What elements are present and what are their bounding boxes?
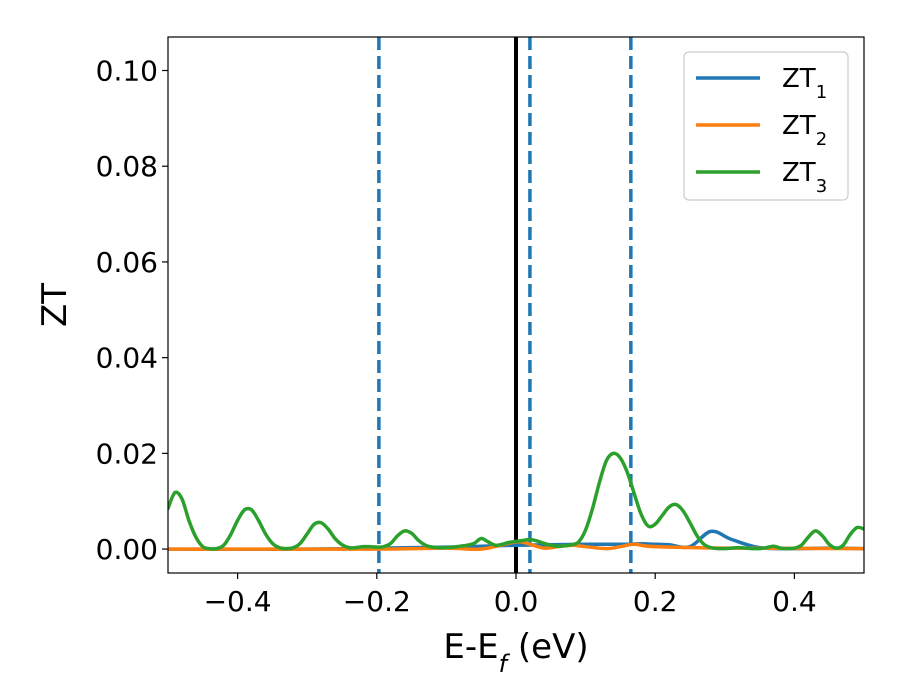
x-tick-label: 0.2 xyxy=(633,585,678,618)
y-axis: 0.00 0.02 0.04 0.06 0.08 0.10 xyxy=(96,55,168,566)
legend-label-zt1: ZT1 xyxy=(782,64,827,103)
x-tick-label: 0.4 xyxy=(772,585,817,618)
legend-label-zt3: ZT3 xyxy=(782,158,827,197)
x-axis: −0.4 −0.2 0.0 0.2 0.4 xyxy=(204,573,817,618)
legend-box xyxy=(683,51,849,201)
y-tick-label: 0.00 xyxy=(96,533,158,566)
x-axis-label: E-Ef (eV) xyxy=(443,627,588,678)
legend-label-zt2: ZT2 xyxy=(782,111,827,150)
y-tick-label: 0.10 xyxy=(96,55,158,88)
y-tick-label: 0.06 xyxy=(96,246,158,279)
reference-lines xyxy=(377,37,633,573)
x-tick-label: −0.2 xyxy=(343,585,411,618)
y-axis-label: ZT xyxy=(35,283,75,327)
x-tick-label: 0.0 xyxy=(494,585,539,618)
y-tick-label: 0.08 xyxy=(96,150,158,183)
series-layer xyxy=(168,451,864,552)
x-tick-label: −0.4 xyxy=(204,585,272,618)
series-line-zt3 xyxy=(168,451,864,551)
y-tick-label: 0.02 xyxy=(96,437,158,470)
legend: ZT1 ZT2 ZT3 xyxy=(683,51,849,201)
y-tick-label: 0.04 xyxy=(96,342,158,375)
